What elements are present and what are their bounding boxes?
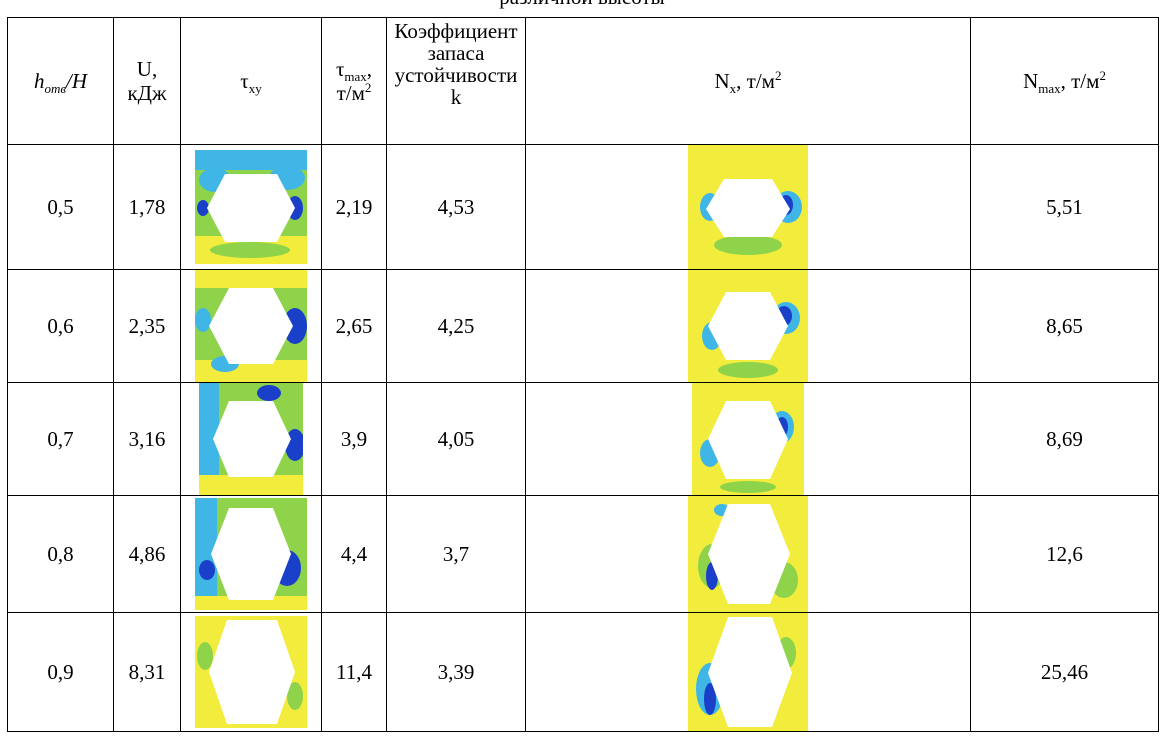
tau-xy-stress-map [195, 270, 307, 382]
nx-force-map [688, 496, 808, 612]
n-max-cell: 8,65 [970, 269, 1159, 383]
table-row: 0,5 1,78 2,19 4,53 [7, 144, 1159, 270]
nx-image-cell [525, 382, 971, 496]
nx-force-map [688, 145, 808, 269]
tau-xy-stress-map [195, 150, 307, 264]
tau-max-cell: 4,4 [321, 495, 387, 613]
ratio-cell: 0,7 [7, 382, 114, 496]
tau-xy-image-cell [180, 495, 322, 613]
safety-factor-cell: 4,53 [386, 144, 526, 270]
tau-max-cell: 11,4 [321, 612, 387, 732]
header-ratio: hотв/H [7, 17, 114, 145]
nx-force-map [688, 613, 808, 731]
tau-max-cell: 2,19 [321, 144, 387, 270]
tau-xy-stress-map [199, 383, 303, 495]
nx-image-cell [525, 495, 971, 613]
ratio-cell: 0,6 [7, 269, 114, 383]
header-tau-xy: τxy [180, 17, 322, 145]
header-tau-max: τmax, т/м2 [321, 17, 387, 145]
ratio-cell: 0,9 [7, 612, 114, 732]
tau-max-cell: 2,65 [321, 269, 387, 383]
table-caption: различной высоты [0, 0, 1164, 10]
ratio-cell: 0,5 [7, 144, 114, 270]
energy-cell: 8,31 [113, 612, 181, 732]
nx-force-map [688, 270, 808, 382]
table-row: 0,7 3,16 3,9 4,05 8,69 [7, 382, 1159, 496]
nx-image-cell [525, 144, 971, 270]
safety-factor-cell: 3,7 [386, 495, 526, 613]
nx-force-map [692, 383, 804, 495]
energy-cell: 4,86 [113, 495, 181, 613]
table-row: 0,6 2,35 2,65 4,25 [7, 269, 1159, 383]
energy-cell: 1,78 [113, 144, 181, 270]
nx-image-cell [525, 269, 971, 383]
safety-factor-cell: 4,05 [386, 382, 526, 496]
tau-max-cell: 3,9 [321, 382, 387, 496]
n-max-cell: 5,51 [970, 144, 1159, 270]
n-max-cell: 25,46 [970, 612, 1159, 732]
safety-factor-cell: 4,25 [386, 269, 526, 383]
tau-xy-image-cell [180, 382, 322, 496]
header-safety-factor: Коэффициент запаса устойчивости k [386, 17, 526, 145]
tau-xy-image-cell [180, 144, 322, 270]
results-table: hотв/H U, кДж τxy τmax, т/м2 Коэффициент за… [7, 17, 1159, 732]
header-energy: U, кДж [113, 17, 181, 145]
tau-xy-image-cell [180, 269, 322, 383]
n-max-cell: 12,6 [970, 495, 1159, 613]
n-max-cell: 8,69 [970, 382, 1159, 496]
header-row: hотв/H U, кДж τxy τmax, т/м2 Коэффициент за… [7, 17, 1159, 145]
nx-image-cell [525, 612, 971, 732]
header-nx: Nx, т/м2 [525, 17, 971, 145]
table-row: 0,8 4,86 4,4 3,7 12,6 [7, 495, 1159, 613]
energy-cell: 2,35 [113, 269, 181, 383]
table-row: 0,9 8,31 11,4 3,39 25,46 [7, 612, 1159, 732]
tau-xy-image-cell [180, 612, 322, 732]
ratio-cell: 0,8 [7, 495, 114, 613]
safety-factor-cell: 3,39 [386, 612, 526, 732]
tau-xy-stress-map [195, 498, 307, 610]
header-n-max: Nmax, т/м2 [970, 17, 1159, 145]
energy-cell: 3,16 [113, 382, 181, 496]
tau-xy-stress-map [195, 616, 307, 728]
